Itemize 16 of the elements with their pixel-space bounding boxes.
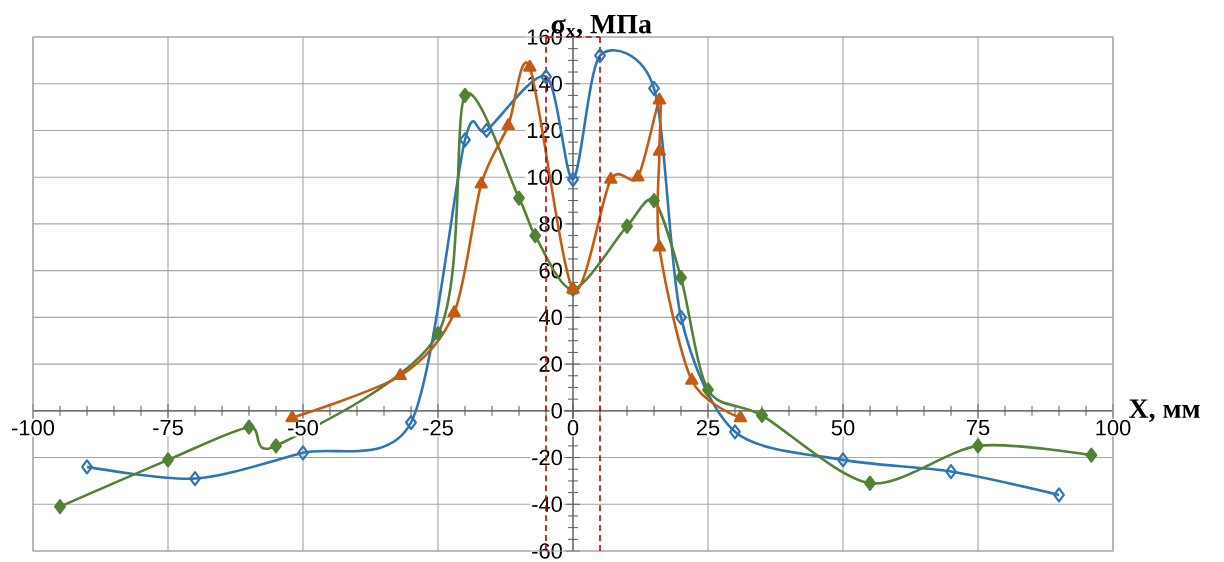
x-tick-label: 25 bbox=[696, 419, 720, 436]
x-tick-label: 0 bbox=[567, 419, 579, 436]
x-tick-label: 75 bbox=[966, 419, 990, 436]
y-tick-label: -60 bbox=[532, 543, 562, 559]
y-tick-label: -40 bbox=[532, 496, 562, 513]
y-tick-label: 20 bbox=[539, 356, 562, 372]
x-tick-label: -25 bbox=[423, 419, 453, 436]
y-tick-label: -20 bbox=[532, 449, 562, 466]
x-tick-label: 100 bbox=[1096, 419, 1131, 436]
y-tick-label: 0 bbox=[551, 403, 562, 419]
y-tick-label: 40 bbox=[538, 309, 562, 326]
x-tick-label: 50 bbox=[831, 419, 855, 436]
x-axis-title: X, мм bbox=[1129, 399, 1200, 423]
x-tick-label: -50 bbox=[288, 419, 318, 436]
x-tick-label: -75 bbox=[153, 419, 183, 436]
x-tick-label: -100 bbox=[12, 419, 55, 436]
